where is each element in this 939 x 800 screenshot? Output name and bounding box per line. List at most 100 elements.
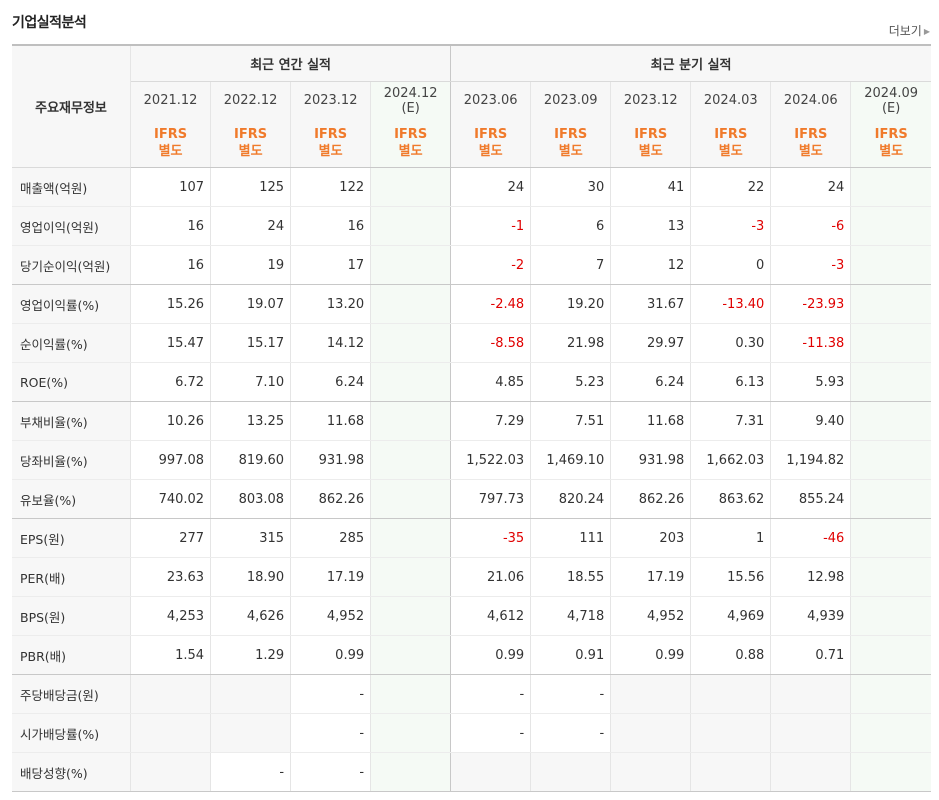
table-cell bbox=[210, 713, 292, 753]
table-cell bbox=[370, 635, 452, 675]
table-cell bbox=[770, 752, 852, 792]
table-cell: - bbox=[290, 752, 372, 792]
table-cell: 931.98 bbox=[610, 440, 692, 480]
quarter-group-header: 최근 분기 실적 bbox=[450, 44, 931, 82]
more-link-label: 더보기 bbox=[888, 24, 922, 38]
table-cell: 11.68 bbox=[610, 401, 692, 441]
table-cell bbox=[370, 752, 452, 792]
row-label: 시가배당률(%) bbox=[12, 713, 132, 753]
table-row: 매출액(억원) 107 125 122 24 30 41 22 24 bbox=[12, 167, 931, 207]
table-cell: 803.08 bbox=[210, 479, 292, 519]
table-cell: 13 bbox=[610, 206, 692, 246]
table-cell: 740.02 bbox=[130, 479, 212, 519]
table-cell bbox=[210, 674, 292, 714]
table-cell bbox=[850, 713, 931, 753]
table-row: 배당성향(%) - - bbox=[12, 752, 931, 792]
table-cell bbox=[370, 674, 452, 714]
table-cell bbox=[850, 440, 931, 480]
table-cell: - bbox=[290, 713, 372, 753]
table-cell: -3 bbox=[690, 206, 772, 246]
table-cell bbox=[850, 674, 931, 714]
table-cell: 17 bbox=[290, 245, 372, 285]
table-cell bbox=[850, 206, 931, 246]
table-cell: 5.93 bbox=[770, 362, 852, 402]
table-cell: 24 bbox=[770, 167, 852, 207]
table-cell: 0.71 bbox=[770, 635, 852, 675]
basis-type: 별도 bbox=[718, 144, 743, 159]
table-cell bbox=[770, 674, 852, 714]
table-cell: 24 bbox=[210, 206, 292, 246]
period-header: 2022.12 bbox=[210, 81, 292, 119]
table-cell: 10.26 bbox=[130, 401, 212, 441]
table-cell: 1,522.03 bbox=[450, 440, 532, 480]
estimate-tag: (E) bbox=[401, 100, 420, 116]
table-cell: 819.60 bbox=[210, 440, 292, 480]
table-cell: 0 bbox=[690, 245, 772, 285]
basis-standard: IFRS bbox=[554, 127, 588, 142]
table-cell: -13.40 bbox=[690, 284, 772, 324]
table-cell: 17.19 bbox=[610, 557, 692, 597]
table-cell bbox=[370, 323, 452, 363]
basis-type: 별도 bbox=[798, 144, 823, 159]
table-cell: 111 bbox=[530, 518, 612, 558]
row-label: BPS(원) bbox=[12, 596, 132, 636]
basis-type: 별도 bbox=[638, 144, 663, 159]
table-cell bbox=[370, 245, 452, 285]
table-row: 당좌비율(%) 997.08 819.60 931.98 1,522.03 1,469.1… bbox=[12, 440, 931, 480]
table-cell: 7 bbox=[530, 245, 612, 285]
table-cell: 7.10 bbox=[210, 362, 292, 402]
table-cell: 7.51 bbox=[530, 401, 612, 441]
table-row: 영업이익(억원) 16 24 16 -1 6 13 -3 -6 bbox=[12, 206, 931, 246]
period-estimate-header: 2024.09 (E) bbox=[850, 81, 931, 119]
table-cell: -3 bbox=[770, 245, 852, 285]
table-cell: 1,662.03 bbox=[690, 440, 772, 480]
more-link[interactable]: 더보기 ▶ bbox=[889, 22, 930, 39]
chevron-right-icon: ▶ bbox=[923, 27, 930, 36]
table-cell: 5.23 bbox=[530, 362, 612, 402]
table-row: BPS(원) 4,253 4,626 4,952 4,612 4,718 4,952 4,96… bbox=[12, 596, 931, 636]
table-cell: -2 bbox=[450, 245, 532, 285]
table-cell: 1 bbox=[690, 518, 772, 558]
table-cell: 863.62 bbox=[690, 479, 772, 519]
table-cell: -1 bbox=[450, 206, 532, 246]
basis-header: IFRS 별도 bbox=[450, 119, 532, 168]
row-label: PBR(배) bbox=[12, 635, 132, 675]
basis-header: IFRS 별도 bbox=[610, 119, 692, 168]
financial-summary-table: 주요재무정보 최근 연간 실적 최근 분기 실적 2021.12 2022.12 2… bbox=[12, 44, 931, 792]
table-cell: 7.29 bbox=[450, 401, 532, 441]
table-cell: 122 bbox=[290, 167, 372, 207]
table-cell bbox=[850, 284, 931, 324]
table-cell: 855.24 bbox=[770, 479, 852, 519]
basis-standard: IFRS bbox=[314, 127, 348, 142]
table-row: PBR(배) 1.54 1.29 0.99 0.99 0.91 0.99 0.88 0.71 bbox=[12, 635, 931, 675]
table-cell: 797.73 bbox=[450, 479, 532, 519]
basis-standard: IFRS bbox=[634, 127, 668, 142]
table-cell: - bbox=[290, 674, 372, 714]
section-title: 기업실적분석 bbox=[12, 15, 87, 31]
table-cell bbox=[850, 401, 931, 441]
table-cell bbox=[770, 713, 852, 753]
period-label: 2024.09 bbox=[864, 85, 919, 101]
table-cell: 18.90 bbox=[210, 557, 292, 597]
table-cell: 17.19 bbox=[290, 557, 372, 597]
table-row: 당기순이익(억원) 16 19 17 -2 7 12 0 -3 bbox=[12, 245, 931, 285]
row-label: 유보율(%) bbox=[12, 479, 132, 519]
row-label: 영업이익(억원) bbox=[12, 206, 132, 246]
table-cell: 4,718 bbox=[530, 596, 612, 636]
table-cell bbox=[850, 596, 931, 636]
table-row: EPS(원) 277 315 285 -35 111 203 1 -46 bbox=[12, 518, 931, 558]
table-cell: 1.54 bbox=[130, 635, 212, 675]
annual-group-header: 최근 연간 실적 bbox=[130, 44, 452, 82]
table-cell: - bbox=[450, 713, 532, 753]
period-header: 2023.12 bbox=[290, 81, 372, 119]
basis-standard: IFRS bbox=[794, 127, 828, 142]
table-cell: 203 bbox=[610, 518, 692, 558]
table-cell: 4,612 bbox=[450, 596, 532, 636]
table-cell: 107 bbox=[130, 167, 212, 207]
basis-standard: IFRS bbox=[154, 127, 188, 142]
table-cell bbox=[370, 206, 452, 246]
table-cell bbox=[850, 362, 931, 402]
table-row: 주당배당금(원) - - - bbox=[12, 674, 931, 714]
table-cell: - bbox=[210, 752, 292, 792]
basis-header: IFRS 별도 bbox=[290, 119, 372, 168]
